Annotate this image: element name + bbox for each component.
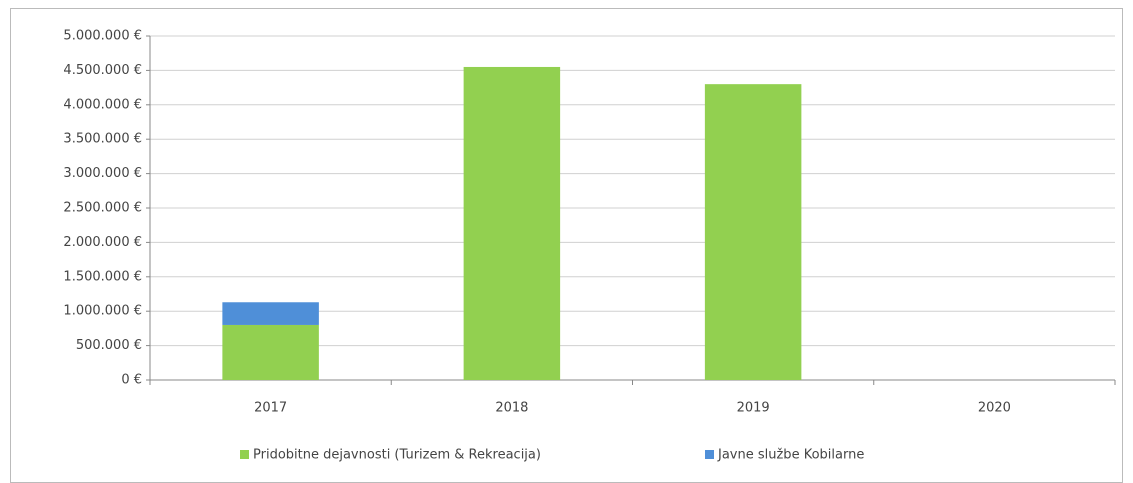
legend-swatch	[705, 450, 714, 459]
x-tick-label: 2017	[254, 401, 287, 416]
bar	[222, 302, 319, 325]
x-tick-label: 2020	[978, 401, 1011, 416]
x-tick-label: 2019	[737, 401, 770, 416]
legend-label: Pridobitne dejavnosti (Turizem & Rekreac…	[253, 448, 541, 463]
y-tick-label: 2.000.000 €	[63, 235, 142, 250]
bar	[704, 84, 802, 380]
y-tick-label: 4.500.000 €	[63, 63, 142, 78]
y-tick-label: 3.000.000 €	[63, 166, 142, 181]
y-tick-label: 500.000 €	[76, 338, 142, 353]
chart-frame	[10, 8, 1123, 483]
y-tick-label: 0 €	[121, 373, 142, 388]
y-tick-label: 5.000.000 €	[63, 29, 142, 44]
y-tick-label: 1.000.000 €	[63, 304, 142, 319]
y-tick-label: 4.000.000 €	[63, 97, 142, 112]
y-tick-label: 1.500.000 €	[63, 269, 142, 284]
y-tick-label: 3.500.000 €	[63, 132, 142, 147]
bar	[463, 66, 561, 381]
y-tick-label: 2.500.000 €	[63, 201, 142, 216]
x-tick-label: 2018	[495, 401, 528, 416]
legend-label: Javne službe Kobilarne	[717, 448, 864, 463]
bar	[222, 324, 319, 380]
legend-swatch	[240, 450, 249, 459]
